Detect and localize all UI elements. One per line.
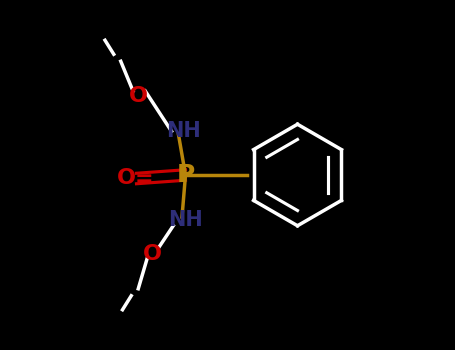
Text: P: P <box>177 163 195 187</box>
Text: NH: NH <box>168 210 203 231</box>
Text: =: = <box>134 168 153 189</box>
Text: O: O <box>116 168 136 189</box>
Text: O: O <box>143 244 162 264</box>
Text: O: O <box>129 86 148 106</box>
Text: NH: NH <box>167 121 201 141</box>
